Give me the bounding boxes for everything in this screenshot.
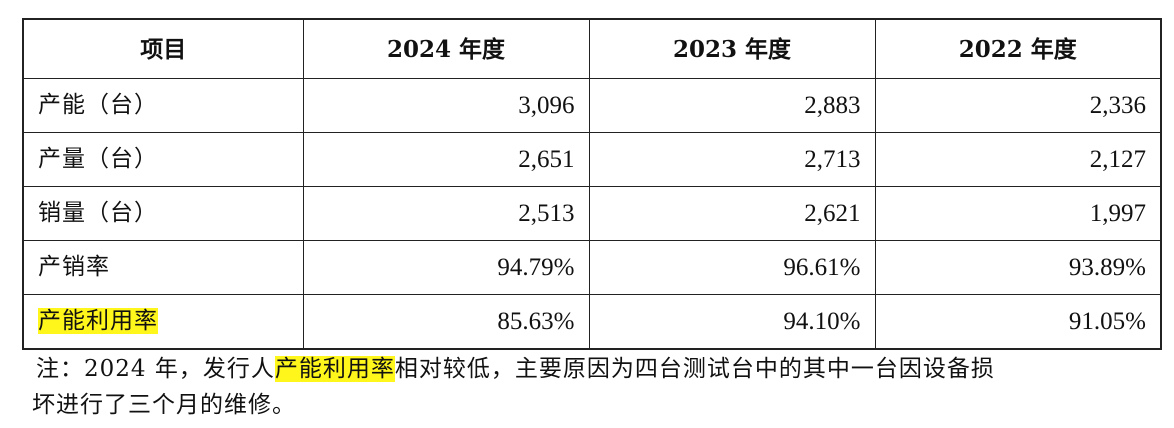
table-cell: 2,651 [302,132,590,187]
table-cell: 3,096 [302,78,590,133]
table-cell: 91.05% [874,294,1162,349]
row-label-utilization: 产能利用率 [22,294,304,349]
footnote: 注：2024 年，发行人产能利用率相对较低，主要原因为四台测试台中的其中一台因设… [32,351,1156,423]
table-cell: 93.89% [874,240,1162,295]
header-year-2023: 2023 年度 [588,18,876,79]
table-cell: 2,336 [874,78,1162,133]
table-row: 产能利用率 85.63% 94.10% 91.05% [22,294,1162,349]
table-cell: 2,513 [302,186,590,241]
table-cell: 96.61% [588,240,876,295]
table-cell: 2,127 [874,132,1162,187]
table-cell: 94.10% [588,294,876,349]
table-cell: 2,621 [588,186,876,241]
table-row: 产能（台） 3,096 2,883 2,336 [22,78,1162,133]
header-year-2024: 2024 年度 [302,18,590,79]
table-row: 产量（台） 2,651 2,713 2,127 [22,132,1162,187]
table-cell: 85.63% [302,294,590,349]
capacity-table-container: 项目 2024 年度 2023 年度 2022 年度 产能（台） 3,096 2… [22,18,1162,350]
highlighted-utilization-label: 产能利用率 [38,307,158,334]
table-cell: 1,997 [874,186,1162,241]
row-label-output: 产量（台） [22,132,304,187]
table-cell: 94.79% [302,240,590,295]
capacity-table: 项目 2024 年度 2023 年度 2022 年度 产能（台） 3,096 2… [22,18,1162,350]
table-cell: 2,883 [588,78,876,133]
footnote-highlight: 产能利用率 [274,356,395,382]
table-header-row: 项目 2024 年度 2023 年度 2022 年度 [22,18,1162,79]
footnote-line-2: 坏进行了三个月的维修。 [32,392,296,418]
footnote-prefix: 注：2024 年，发行人 [36,356,275,382]
table-cell: 2,713 [588,132,876,187]
row-label-capacity: 产能（台） [22,78,304,133]
row-label-sales: 销量（台） [22,186,304,241]
row-label-sales-rate: 产销率 [22,240,304,295]
table-row: 产销率 94.79% 96.61% 93.89% [22,240,1162,295]
footnote-suffix: 相对较低，主要原因为四台测试台中的其中一台因设备损 [394,356,995,382]
header-item: 项目 [22,18,304,79]
footnote-line-1: 注：2024 年，发行人产能利用率相对较低，主要原因为四台测试台中的其中一台因设… [36,351,1156,387]
header-year-2022: 2022 年度 [874,18,1162,79]
table-row: 销量（台） 2,513 2,621 1,997 [22,186,1162,241]
